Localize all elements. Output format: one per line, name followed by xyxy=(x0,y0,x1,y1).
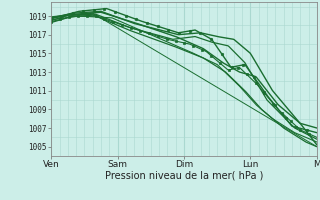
X-axis label: Pression niveau de la mer( hPa ): Pression niveau de la mer( hPa ) xyxy=(105,171,263,181)
